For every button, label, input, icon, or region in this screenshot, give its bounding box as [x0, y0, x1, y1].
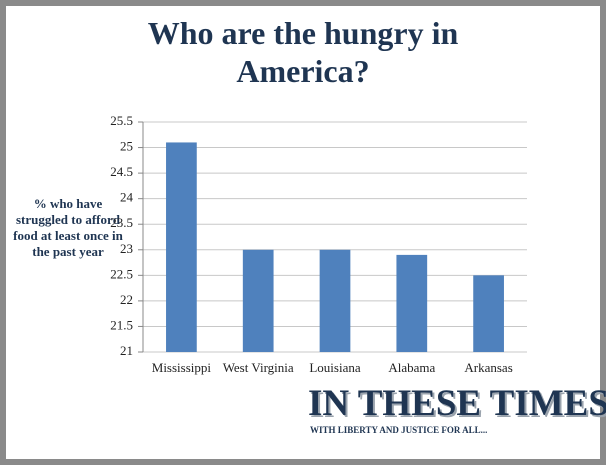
bar: [166, 142, 197, 352]
x-tick-label: Mississippi: [152, 360, 212, 375]
y-axis-label: % who have struggled to afford food at l…: [13, 196, 123, 259]
bar: [242, 249, 274, 352]
bar: [319, 249, 351, 352]
y-tick-label: 22: [120, 292, 133, 307]
x-tick-label: Louisiana: [309, 360, 360, 375]
y-tick-label: 25.5: [110, 113, 133, 128]
bar: [396, 254, 428, 352]
y-tick-label: 23.5: [110, 215, 133, 230]
y-tick-label: 24: [120, 190, 134, 205]
brand-tagline: WITH LIBERTY AND JUSTICE FOR ALL...: [310, 425, 488, 435]
x-tick-label: West Virginia: [223, 360, 294, 375]
x-tick-label: Arkansas: [464, 360, 512, 375]
y-tick-label: 21.5: [110, 317, 133, 332]
y-tick-label: 23: [120, 241, 133, 256]
y-tick-label: 21: [120, 343, 133, 358]
y-tick-label: 25: [120, 139, 133, 154]
chart-title: Who are the hungry in America?: [147, 15, 459, 89]
brand-name: IN THESE TIMES: [308, 383, 606, 424]
y-tick-label: 24.5: [110, 164, 133, 179]
bar: [473, 275, 504, 352]
x-tick-label: Alabama: [388, 360, 435, 375]
y-tick-label: 22.5: [110, 266, 133, 281]
